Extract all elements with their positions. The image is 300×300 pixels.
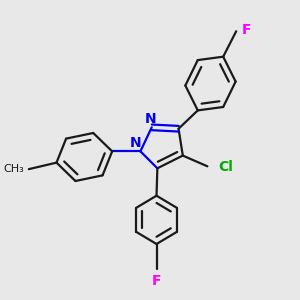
Text: N: N — [145, 112, 156, 126]
Text: N: N — [130, 136, 141, 150]
Text: F: F — [241, 23, 251, 37]
Text: F: F — [152, 274, 161, 288]
Text: Cl: Cl — [219, 160, 234, 174]
Text: CH₃: CH₃ — [4, 164, 25, 174]
